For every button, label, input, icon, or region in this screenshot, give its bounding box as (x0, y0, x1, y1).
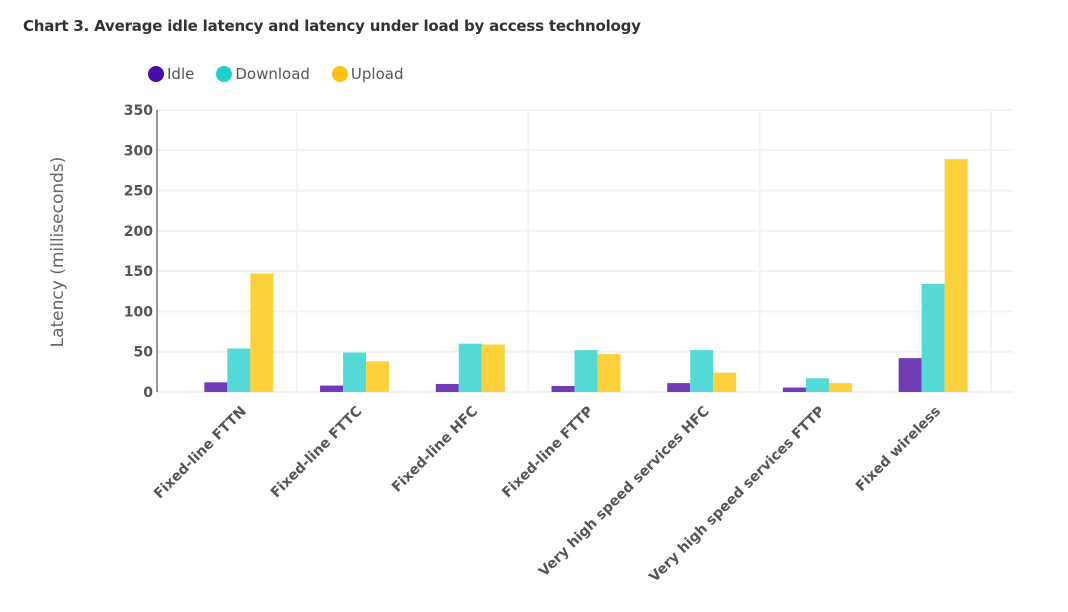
bar-idle (204, 382, 228, 392)
legend-item-download[interactable]: Download (216, 65, 310, 83)
bar-upload (366, 361, 390, 392)
legend-item-idle[interactable]: Idle (148, 65, 194, 83)
legend-label: Upload (350, 65, 404, 83)
y-tick-label: 350 (124, 103, 153, 119)
bar-upload (828, 383, 852, 392)
x-tick-label: Fixed-line FTTC (268, 404, 366, 502)
y-tick-label: 250 (124, 184, 153, 200)
bar-idle (551, 385, 575, 392)
bar-download (343, 352, 367, 392)
bar-download (690, 350, 714, 392)
bar-download (458, 343, 482, 392)
bar-download (574, 350, 598, 392)
x-tick-label: Fixed-line HFC (389, 404, 481, 496)
bar-idle (898, 358, 922, 392)
bar-idle (320, 385, 344, 392)
bar-upload (481, 344, 505, 392)
y-tick-label: 0 (143, 385, 153, 401)
bar-download (921, 284, 945, 392)
legend-item-upload[interactable]: Upload (331, 65, 404, 83)
chart-title: Chart 3. Average idle latency and latenc… (23, 17, 641, 35)
y-tick-label: 100 (124, 304, 153, 320)
bar-idle (435, 383, 459, 392)
bar-upload (250, 273, 274, 392)
x-tick-label: Fixed-line FTTP (499, 404, 597, 502)
legend-swatch (148, 66, 164, 82)
y-tick-label: 300 (124, 143, 153, 159)
x-tick-label: Fixed wireless (853, 404, 944, 495)
bar-upload (713, 372, 737, 392)
bar-upload (597, 354, 621, 392)
bar-upload (944, 159, 968, 392)
bar-idle (782, 387, 806, 392)
bar-download (805, 378, 829, 392)
bar-download (227, 348, 251, 392)
legend-swatch (216, 66, 233, 82)
bar-idle (667, 383, 691, 392)
y-tick-label: 150 (124, 264, 153, 280)
y-tick-label: 200 (124, 224, 153, 240)
legend-label: Download (235, 65, 310, 83)
y-tick-label: 50 (134, 345, 154, 361)
legend-label: Idle (167, 65, 195, 83)
legend: Idle Download Upload (148, 65, 403, 83)
legend-swatch (331, 66, 348, 82)
x-tick-label: Fixed-line FTTN (151, 404, 250, 503)
